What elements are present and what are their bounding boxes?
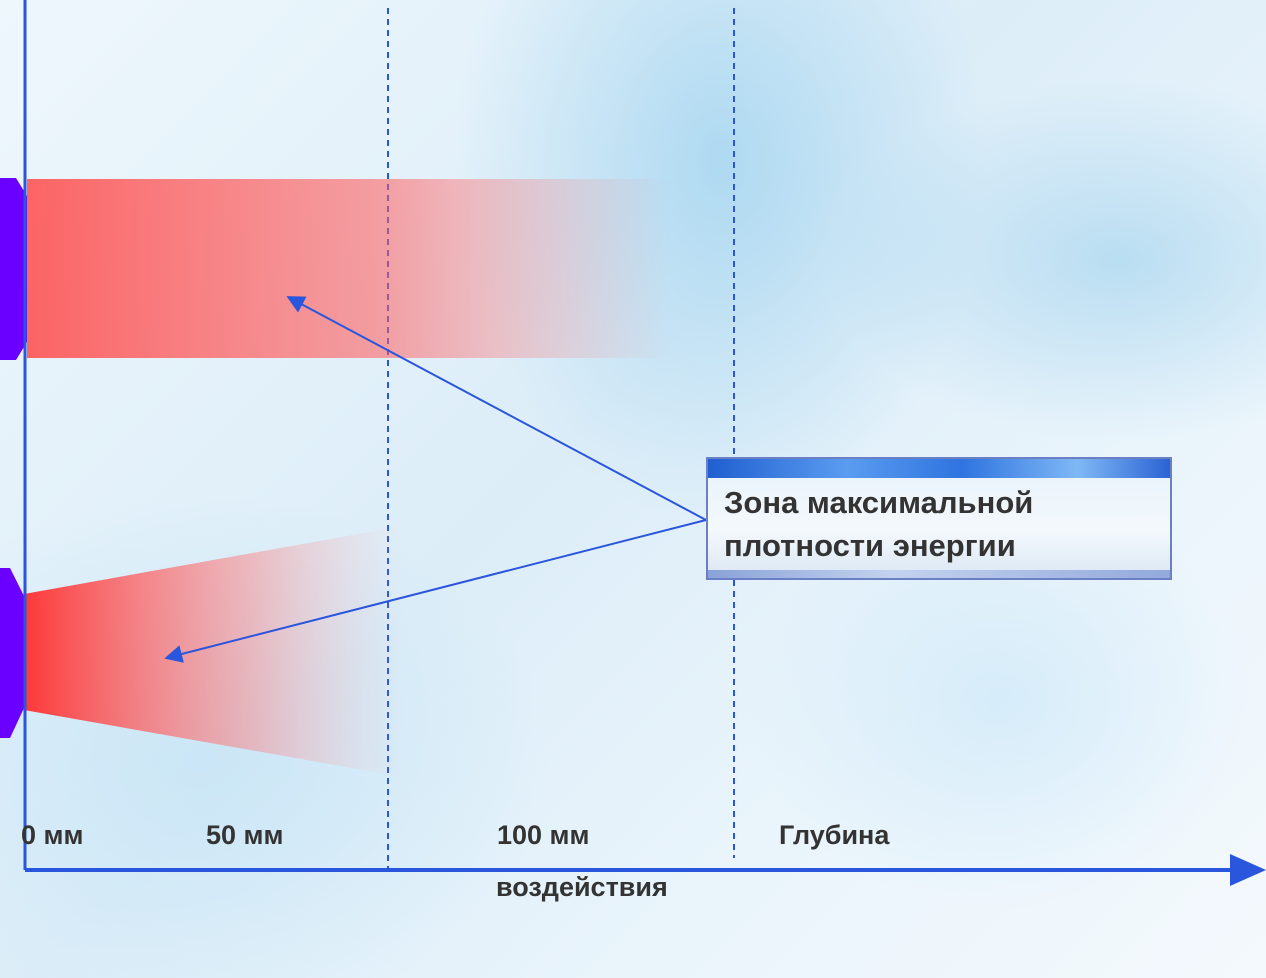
energy-zone-uniform (27, 179, 672, 358)
axis-title-line-2: воздействия (496, 872, 668, 902)
callout-pointer-top (286, 296, 707, 521)
callout-line-1: Зона максимальной (724, 485, 1034, 520)
axis-title-line-1: Глубина (779, 820, 890, 850)
callout-pointer-bottom (164, 519, 707, 663)
callout-footer-bar (708, 570, 1170, 578)
applicator-top-shape (0, 178, 27, 360)
energy-zone-focused (24, 526, 403, 777)
energy-density-callout: Зона максимальной плотности энергии (706, 457, 1172, 580)
tick-label-100mm: 100 мм (497, 820, 590, 850)
callout-line-2: плотности энергии (724, 528, 1016, 563)
applicator-bottom-shape (0, 568, 24, 738)
callout-text: Зона максимальной плотности энергии (724, 481, 1162, 567)
callout-header-bar (708, 459, 1170, 478)
depth-axis-arrowhead (1230, 854, 1266, 886)
tick-label-0mm: 0 мм (21, 820, 84, 850)
tick-label-50mm: 50 мм (206, 820, 284, 850)
